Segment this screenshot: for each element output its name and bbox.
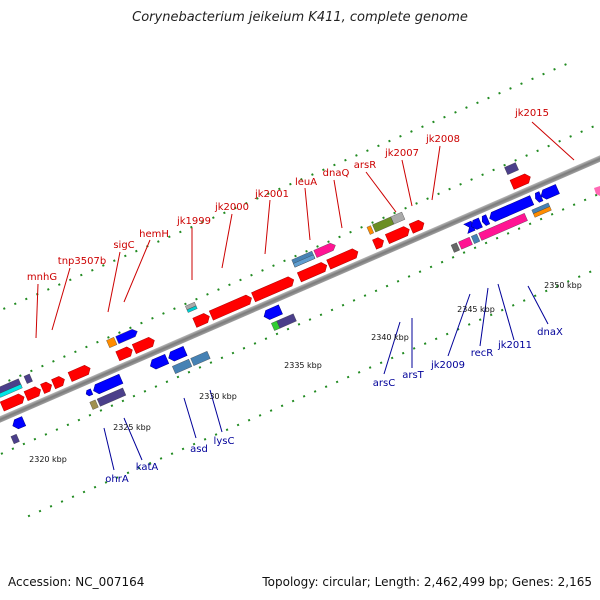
label-dnaQ: dnaQ xyxy=(323,168,350,179)
label-jk2009: jk2009 xyxy=(430,360,465,371)
label-jk2001: jk2001 xyxy=(254,189,289,200)
scale-label-2345: 2345 kbp xyxy=(457,305,495,314)
label-jk2007: jk2007 xyxy=(384,148,419,159)
label-arsC: arsC xyxy=(373,378,395,389)
label-recR: recR xyxy=(471,348,494,359)
label-jk2011: jk2011 xyxy=(497,340,532,351)
scale-label-2320: 2320 kbp xyxy=(29,455,67,464)
label-jk2015: jk2015 xyxy=(514,108,549,119)
label-hemH: hemH xyxy=(139,229,169,240)
edge-marker xyxy=(594,186,600,196)
label-lysC: lysC xyxy=(214,436,235,447)
scale-label-2335: 2335 kbp xyxy=(284,361,322,370)
scale-labels: 2320 kbp 2325 kbp 2330 kbp 2335 kbp 2340… xyxy=(29,281,582,464)
label-arsR: arsR xyxy=(354,160,376,171)
label-jk1999: jk1999 xyxy=(176,216,211,227)
label-jk2000: jk2000 xyxy=(214,202,249,213)
forward-gene-labels: mnhG tnp3507b sigC hemH jk1999 jk2000 jk… xyxy=(27,108,575,339)
topology-label: Topology: circular; Length: 2,462,499 bp… xyxy=(262,575,592,589)
scale-label-2325: 2325 kbp xyxy=(113,423,151,432)
forward-cog-track xyxy=(0,162,519,398)
label-jk2008: jk2008 xyxy=(425,134,460,145)
genome-backbone xyxy=(0,142,600,436)
accession-label: Accession: NC_007164 xyxy=(8,575,145,589)
label-katA: katA xyxy=(136,462,159,473)
label-leuA: leuA xyxy=(295,177,317,188)
map-title: Corynebacterium jeikeium K411, complete … xyxy=(132,10,468,25)
scale-label-2340: 2340 kbp xyxy=(371,333,409,342)
reverse-cds-track xyxy=(12,184,560,430)
label-asd: asd xyxy=(190,444,208,455)
scale-label-2330: 2330 kbp xyxy=(199,392,237,401)
label-dnaX: dnaX xyxy=(537,327,563,338)
label-tnp3507b: tnp3507b xyxy=(58,256,106,267)
forward-cds-track xyxy=(0,173,531,412)
label-mnhG: mnhG xyxy=(27,272,57,283)
reverse-gene-labels: ohrA katA asd lysC arsC arsT jk2009 recR… xyxy=(103,283,563,485)
label-sigC: sigC xyxy=(113,240,134,251)
label-ohrA: ohrA xyxy=(105,474,129,485)
scale-label-2350: 2350 kbp xyxy=(544,281,582,290)
label-arsT: arsT xyxy=(402,370,424,381)
reverse-cog-track xyxy=(10,202,552,445)
